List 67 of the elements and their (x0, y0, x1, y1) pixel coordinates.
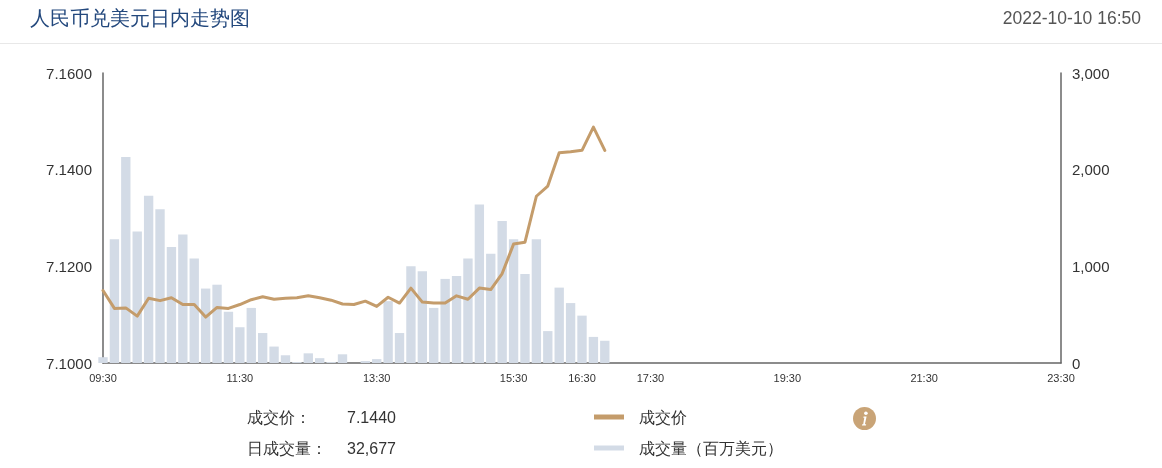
bar (429, 307, 439, 363)
bar (189, 258, 199, 363)
bar (440, 278, 450, 363)
bar (543, 331, 553, 363)
y2-tick-label: 3,000 (1072, 64, 1110, 82)
text: 32,677 (347, 439, 396, 459)
bar (257, 333, 268, 363)
text: 成交价： (247, 408, 311, 428)
bar (315, 358, 325, 363)
bar (155, 209, 165, 363)
bar (303, 353, 313, 363)
x-tick-label: 19:30 (773, 371, 802, 384)
bar (246, 307, 256, 363)
x-tick-label: 17:30 (636, 371, 665, 384)
x-tick-label: 09:30 (89, 371, 117, 384)
legend-label: 成交量（百万美元） (639, 439, 783, 457)
x-tick-label: 21:30 (910, 371, 938, 384)
bar (417, 271, 428, 363)
chart-subtitle: 2022-10-10 16:50 (1002, 7, 1141, 29)
x-tick-label: 16:30 (568, 371, 596, 384)
y2-tick-label: 2,000 (1072, 161, 1110, 179)
line-series (101, 125, 607, 319)
bar (486, 253, 496, 363)
x-tick-label: 15:30 (499, 371, 528, 384)
x-tick-label: 13:30 (362, 371, 391, 384)
bar (565, 303, 576, 363)
bar (394, 333, 405, 363)
legend-label: 成交价 (639, 408, 687, 426)
bar (520, 274, 530, 363)
bar (451, 276, 462, 363)
y2-tick-label: 0 (1072, 354, 1081, 372)
bar (280, 355, 291, 363)
bar (463, 258, 473, 363)
bar (531, 239, 542, 363)
y-tick-label: 7.1400 (46, 161, 92, 179)
chart-title: 人民币兑美元日内走势图 (30, 6, 250, 30)
y-tick-label: 7.1600 (46, 64, 92, 82)
bar (200, 288, 211, 363)
bar (143, 195, 154, 363)
bar (337, 354, 348, 363)
y-tick-label: 7.1200 (46, 257, 92, 275)
bar (269, 346, 279, 363)
bar (372, 359, 382, 363)
bar (98, 357, 108, 363)
bar (166, 247, 177, 363)
bar (235, 327, 245, 363)
x-tick-label: 11:30 (226, 371, 254, 384)
bar (474, 204, 485, 363)
bar (577, 315, 587, 363)
bar (554, 287, 564, 363)
bar (109, 239, 120, 363)
y-tick-label: 7.1000 (46, 354, 92, 372)
bar (383, 301, 393, 363)
bar (588, 336, 599, 363)
x-tick-label: 23:30 (1047, 371, 1075, 384)
bar (223, 311, 234, 363)
bar (178, 234, 188, 363)
bar (497, 220, 507, 363)
text: 日成交量： (247, 439, 327, 459)
bar (121, 157, 131, 363)
bar (406, 266, 416, 363)
bar (508, 239, 519, 363)
bar (212, 284, 222, 363)
y2-tick-label: 1,000 (1072, 257, 1110, 275)
bar (600, 340, 610, 363)
bar (132, 231, 142, 363)
text: 7.1440 (347, 408, 396, 428)
